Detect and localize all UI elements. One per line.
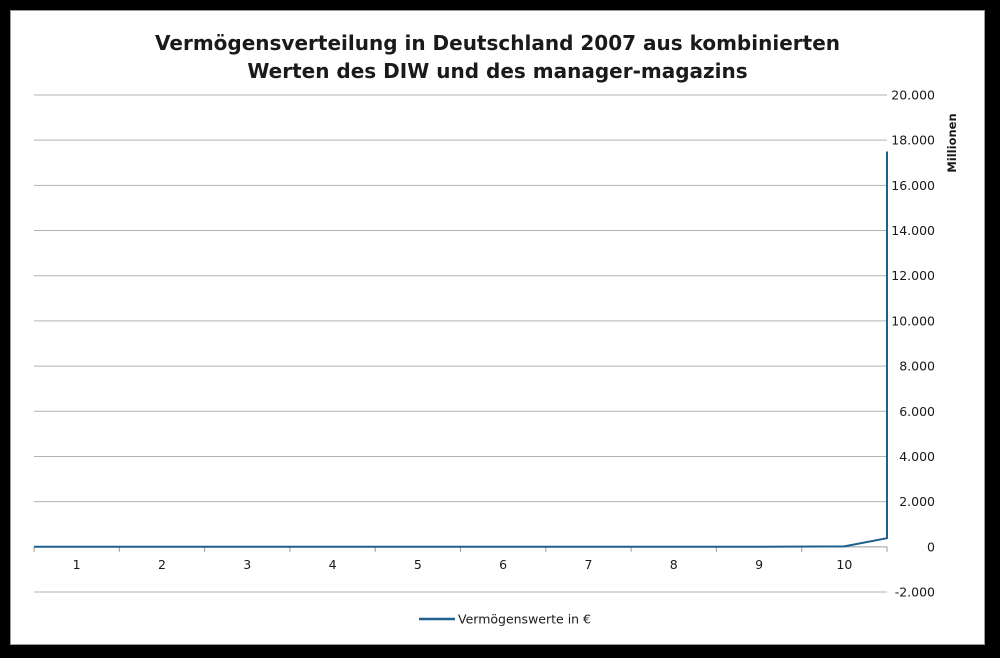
x-tick-label: 2 <box>158 557 166 572</box>
x-tick-label: 7 <box>584 557 592 572</box>
y-tick-label: 14.000 <box>891 223 935 238</box>
chart-title: Vermögensverteilung in Deutschland 2007 … <box>11 29 984 85</box>
x-tick-label: 5 <box>414 557 422 572</box>
x-tick-label: 1 <box>73 557 81 572</box>
y-tick-label: 16.000 <box>891 178 935 193</box>
x-tick-label: 8 <box>670 557 678 572</box>
y-tick-label: 6.000 <box>899 404 935 419</box>
y-tick-label: 12.000 <box>891 268 935 283</box>
y-tick-label: 18.000 <box>891 133 935 148</box>
series-line <box>34 151 888 548</box>
y-tick-label: 8.000 <box>899 359 935 374</box>
x-tick-label: 9 <box>755 557 763 572</box>
chart-title-line-1: Vermögensverteilung in Deutschland 2007 … <box>155 31 840 55</box>
y-tick-label: 0 <box>927 539 935 554</box>
line-chart: -2.000 0 2.000 4.000 6.000 8.000 10.000 12.000 1… <box>33 88 959 627</box>
y-tick-label: 20.000 <box>891 88 935 103</box>
chart-title-line-2: Werten des DIW und des manager-magazins <box>247 59 748 83</box>
y-tick-label: -2.000 <box>895 585 935 600</box>
x-tick-label: 6 <box>499 557 507 572</box>
y-tick-label: 10.000 <box>891 313 935 328</box>
x-tick-label: 10 <box>836 557 852 572</box>
y-tick-label: 4.000 <box>899 449 935 464</box>
y-axis-label: Millionen <box>945 113 959 172</box>
x-tick-label: 4 <box>329 557 337 572</box>
legend-label: Vermögenswerte in € <box>458 612 591 627</box>
chart-frame: Vermögensverteilung in Deutschland 2007 … <box>10 10 985 645</box>
x-tick-label: 3 <box>243 557 251 572</box>
y-tick-label: 2.000 <box>899 494 935 509</box>
